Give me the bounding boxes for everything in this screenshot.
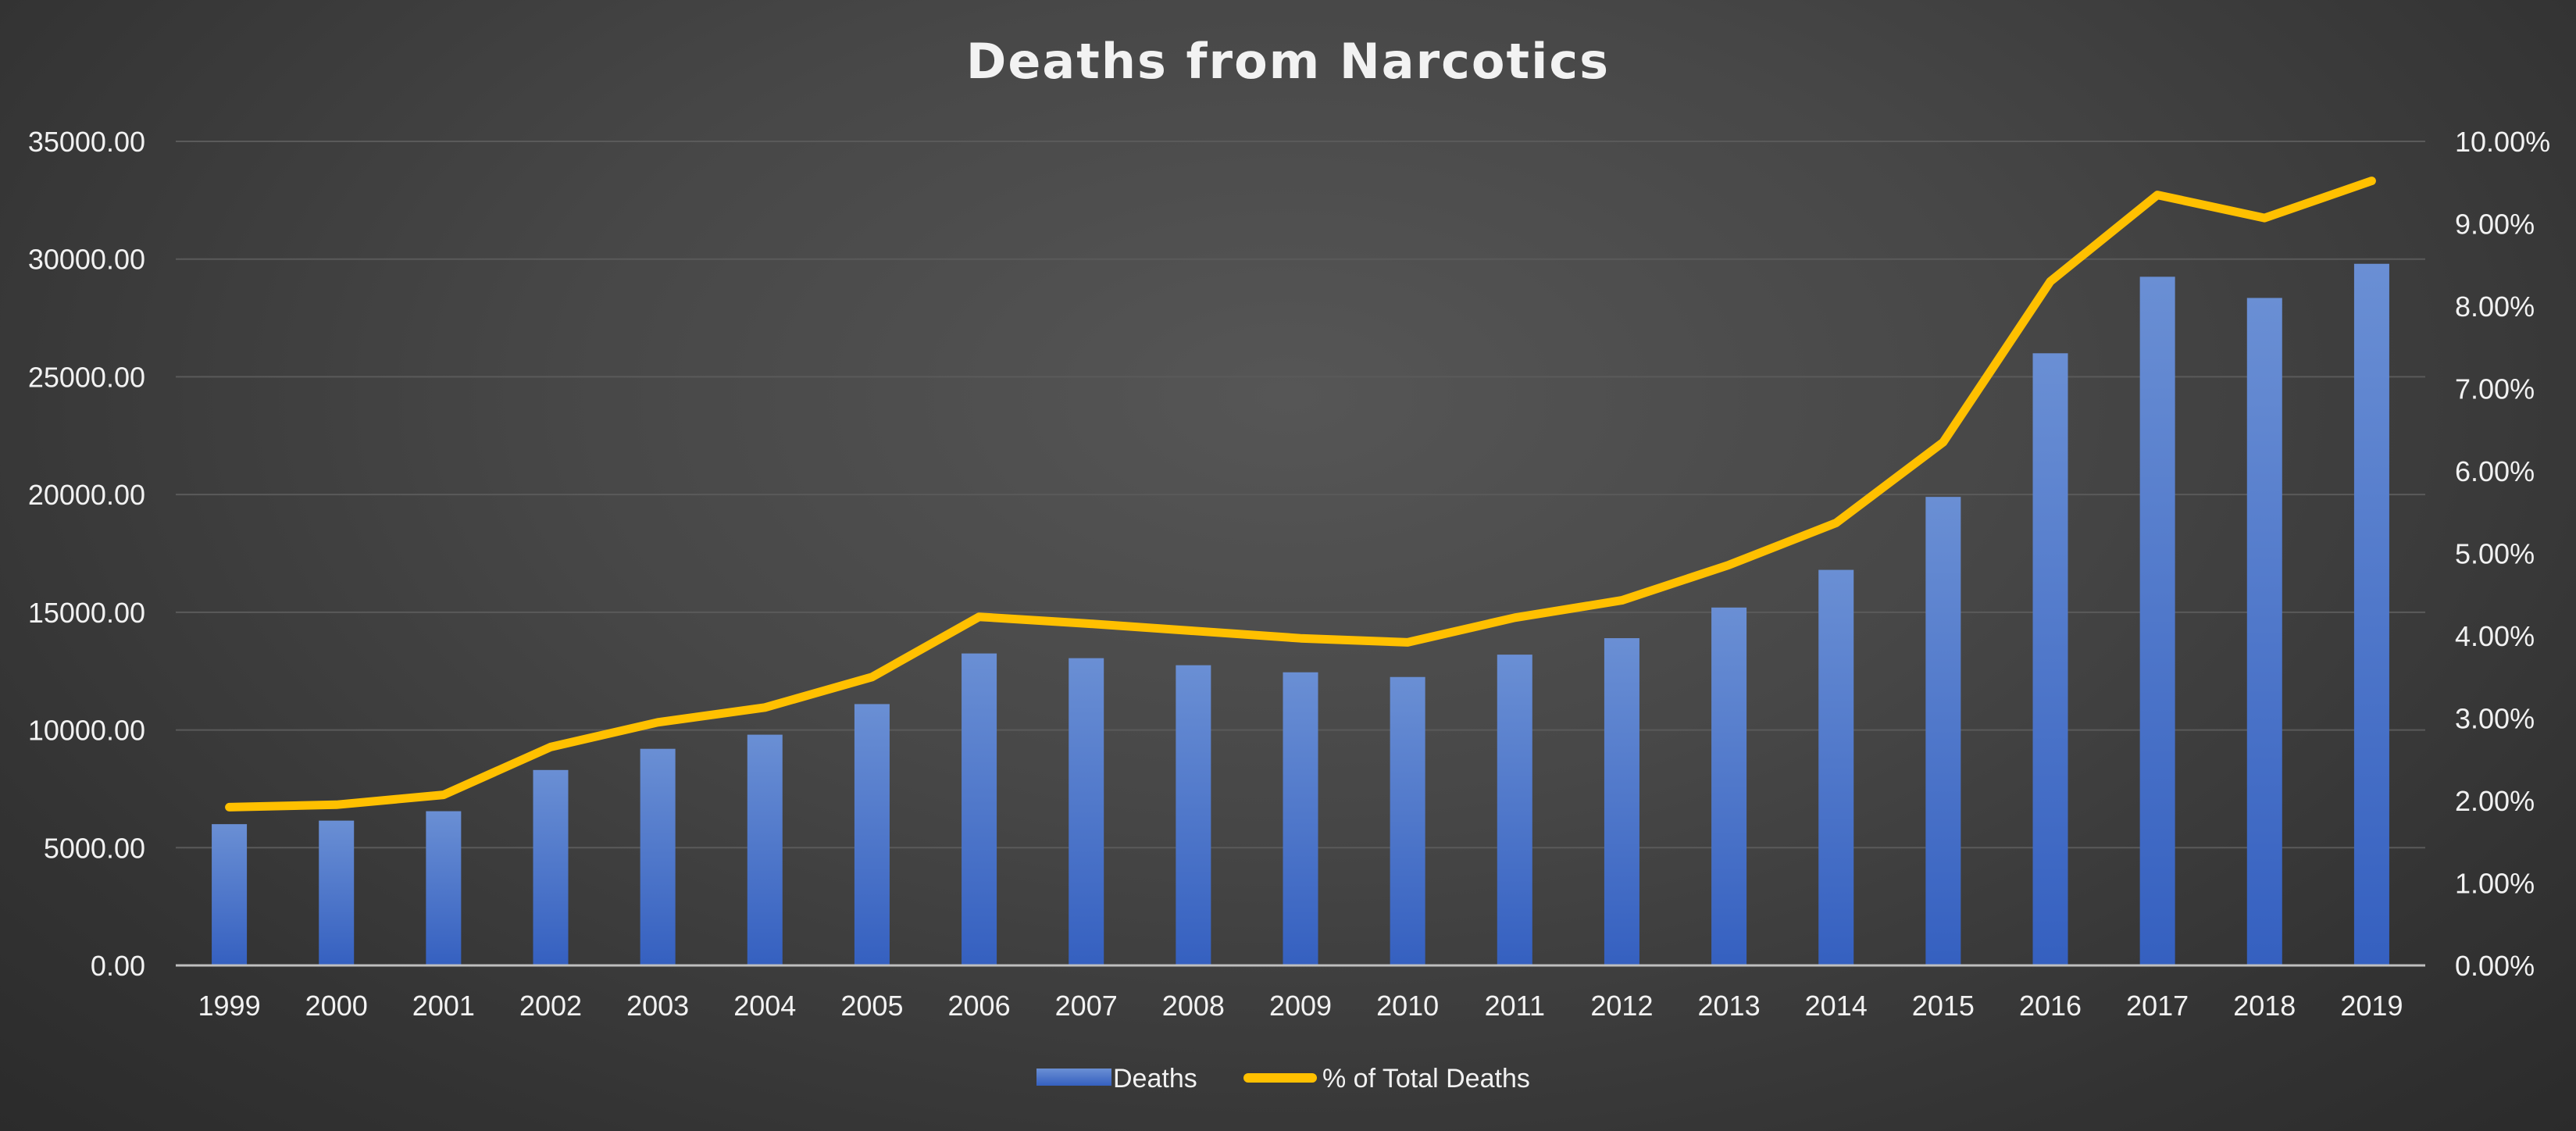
x-tick-label: 2005 [840,990,903,1022]
x-axis-ticks: 1999 2000 2001 2002 2003 2004 2005 2006 2007 2008… [198,990,2403,1022]
legend-label-deaths: Deaths [1113,1064,1197,1094]
chart-title: Deaths from Narcotics [966,33,1610,90]
y-right-tick-label: 10.00% [2455,126,2550,158]
bar-2001 [426,811,462,965]
x-tick-label: 2018 [2233,990,2296,1022]
y-right-tick-label: 1.00% [2455,868,2535,900]
bar-2019 [2353,263,2389,965]
y-axis-left-ticks: 0.00 5000.00 10000.00 15000.00 20000.00 25000… [28,126,145,982]
x-tick-label: 2017 [2126,990,2189,1022]
y-right-tick-label: 2.00% [2455,785,2535,817]
bar-2013 [1711,607,1747,965]
x-tick-label: 2000 [305,990,368,1022]
x-tick-label: 2001 [412,990,475,1022]
line-point-2001 [443,794,444,796]
bar-2002 [533,769,569,965]
legend: Deaths % of Total Deaths [1036,1064,1530,1094]
bar-2007 [1069,658,1104,965]
x-tick-label: 1999 [198,990,261,1022]
y-axis-right-ticks: 0.00% 1.00% 2.00% 3.00% 4.00% 5.00% 6.00% 7.00%… [2455,126,2550,982]
y-right-tick-label: 6.00% [2455,455,2535,487]
x-tick-label: 2008 [1162,990,1225,1022]
y-right-tick-label: 4.00% [2455,620,2535,652]
bar-2008 [1176,665,1211,965]
x-tick-label: 2002 [519,990,582,1022]
x-tick-label: 2003 [626,990,689,1022]
x-tick-label: 2010 [1376,990,1439,1022]
x-tick-label: 2012 [1590,990,1653,1022]
y-left-tick-label: 25000.00 [28,361,145,393]
bar-2016 [2032,353,2068,965]
line-series [225,177,2376,812]
line-point-2016 [2050,280,2051,282]
line-point-2017 [2157,194,2158,196]
y-right-tick-label: 0.00% [2455,950,2535,982]
bar-2006 [962,653,997,965]
y-right-tick-label: 8.00% [2455,291,2535,323]
x-tick-label: 2006 [948,990,1011,1022]
legend-swatch-deaths [1036,1069,1111,1086]
bar-2000 [319,820,355,965]
y-left-tick-label: 5000.00 [44,832,145,864]
y-left-tick-label: 30000.00 [28,244,145,276]
bar-2018 [2246,298,2282,965]
line-point-2018 [2264,217,2265,219]
bar-1999 [212,824,248,965]
y-right-tick-label: 9.00% [2455,209,2535,241]
line-point-2009 [1300,637,1301,639]
y-right-tick-label: 5.00% [2455,538,2535,570]
line-point-1999 [229,806,230,808]
y-right-tick-label: 3.00% [2455,703,2535,735]
x-tick-label: 2009 [1269,990,1332,1022]
x-tick-label: 2016 [2019,990,2082,1022]
bar-2014 [1818,569,1854,965]
x-tick-label: 2015 [1912,990,1975,1022]
bar-2005 [854,704,890,965]
bar-2011 [1497,655,1532,965]
x-tick-label: 2013 [1698,990,1761,1022]
y-left-tick-label: 0.00 [91,950,145,982]
bar-2010 [1390,676,1425,965]
x-tick-label: 2011 [1485,990,1545,1022]
line-point-2019 [2371,180,2372,182]
bar-2012 [1604,638,1639,965]
x-tick-label: 2004 [733,990,796,1022]
y-left-tick-label: 15000.00 [28,597,145,629]
y-left-tick-label: 20000.00 [28,479,145,511]
bar-2009 [1283,672,1318,965]
x-tick-label: 2007 [1055,990,1118,1022]
legend-label-percent: % of Total Deaths [1322,1064,1530,1094]
bar-2004 [747,734,783,965]
bar-series [212,263,2389,966]
y-right-tick-label: 7.00% [2455,373,2535,405]
gridlines [176,141,2425,849]
x-tick-label: 2019 [2340,990,2403,1022]
y-left-tick-label: 35000.00 [28,126,145,158]
bar-2003 [640,748,676,965]
x-tick-label: 2014 [1805,990,1868,1022]
bar-2015 [1925,497,1961,965]
y-left-tick-label: 10000.00 [28,715,145,747]
bar-2017 [2139,277,2175,966]
